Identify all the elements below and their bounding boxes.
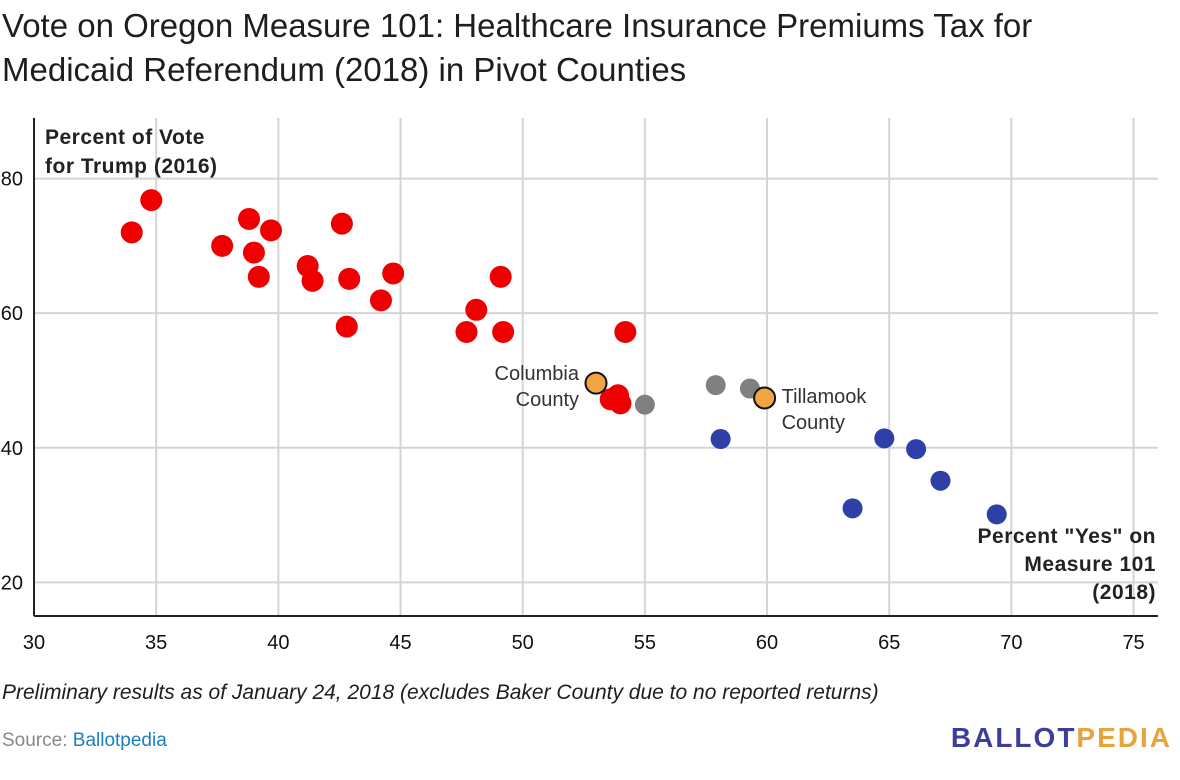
data-point-blue [874,428,895,449]
points-layer [120,189,1007,525]
y-axis-title-line: for Trump (2016) [45,155,218,178]
data-point-red [455,321,478,344]
y-tick-label: 60 [1,303,23,325]
y-tick-label: 20 [1,572,23,594]
data-point-blue [930,470,951,491]
point-annotation-line: County [782,412,845,434]
ballotpedia-logo: BALLOTPEDIA [951,722,1172,754]
data-point-red [242,241,265,264]
data-point-red [330,212,353,235]
source-link[interactable]: Ballotpedia [72,730,167,751]
point-annotation-line: Tillamook [782,386,868,408]
y-tick-label: 80 [1,169,23,191]
logo-text-ballot: BALLOT [950,722,1077,753]
data-point-gray [705,375,726,396]
data-point-red [489,265,512,288]
data-point-red [211,234,234,257]
point-annotation-line: Columbia [495,363,580,385]
footnote: Preliminary results as of January 24, 20… [2,681,879,704]
data-point-red [614,321,637,344]
data-point-red [338,267,361,290]
data-point-red [382,262,405,285]
data-point-red [301,269,324,292]
data-point-red [609,392,632,415]
x-tick-label: 30 [23,632,45,654]
source-line: Source: Ballotpedia [2,730,167,752]
grid-layer [34,118,1158,616]
x-tick-label: 60 [756,632,778,654]
data-point-red [238,207,261,230]
x-axis-title-line: Percent "Yes" on [978,525,1156,548]
data-point-blue [842,498,863,519]
chart-title: Vote on Oregon Measure 101: Healthcare I… [2,7,1033,88]
scatter-chart: 30 35 40 45 50 55 60 65 70 75 20 40 60 80 Percent of … [1,118,1158,654]
x-tick-label: 55 [634,632,656,654]
data-point-red [369,289,392,312]
axis-layer: 30 35 40 45 50 55 60 65 70 75 20 40 60 80 [1,118,1158,654]
x-axis-title-line: Measure 101 [1024,553,1156,576]
data-point-gray [634,394,655,415]
data-point-red [335,315,358,338]
data-point-orange [753,386,777,410]
x-tick-label: 75 [1122,632,1144,654]
logo-text-pedia: PEDIA [1076,722,1172,753]
x-tick-label: 35 [145,632,167,654]
point-annotation-line: County [516,389,579,411]
data-point-red [465,298,488,321]
data-point-blue [906,439,927,460]
data-point-red [492,321,515,344]
y-tick-label: 40 [1,438,23,460]
source-label: Source: [2,730,68,751]
data-point-blue [986,504,1007,525]
x-tick-label: 40 [267,632,289,654]
x-tick-label: 65 [878,632,900,654]
data-point-red [140,189,163,212]
data-point-orange [584,371,608,395]
y-axis-title-line: Percent of Vote [45,126,205,149]
data-point-red [247,265,270,288]
data-point-blue [710,429,731,450]
data-point-red [120,221,143,244]
label-layer: Percent of Vote for Trump (2016) Percent "… [45,126,1156,604]
x-tick-label: 45 [389,632,411,654]
x-tick-label: 50 [512,632,534,654]
x-tick-label: 70 [1000,632,1022,654]
data-point-red [260,219,283,242]
x-axis-title-line: (2018) [1092,581,1156,604]
